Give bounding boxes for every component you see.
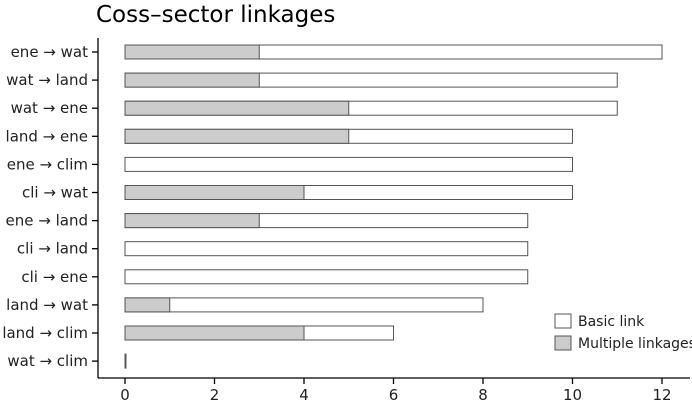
bar-multiple-linkages: [124, 185, 305, 200]
bars-layer: [124, 44, 663, 369]
x-tick-label: 8: [478, 386, 488, 403]
y-axis-label: land → clim: [2, 324, 88, 342]
y-axis-label: cli → land: [17, 240, 88, 258]
legend-swatch-multiple: [554, 335, 572, 351]
bar-total: [124, 297, 484, 313]
chart-title: Coss–sector linkages: [96, 2, 336, 28]
x-tick-label: 12: [652, 386, 671, 403]
legend-label-basic: Basic link: [578, 314, 645, 330]
y-axis-label: ene → clim: [7, 155, 88, 173]
y-axis-label: land → wat: [6, 296, 88, 314]
x-tick-label: 4: [299, 386, 309, 403]
y-axis-label: wat → land: [6, 71, 88, 89]
legend-swatch-basic: [554, 313, 572, 329]
x-tick-label: 10: [563, 386, 582, 403]
bar-total: [124, 353, 127, 369]
y-axis-label: wat → ene: [11, 99, 88, 117]
bar-multiple-linkages: [124, 128, 350, 144]
legend: Basic link Multiple linkages: [554, 313, 692, 352]
bar-multiple-linkages: [124, 100, 350, 116]
bar-multiple-linkages: [124, 297, 171, 313]
y-axis-label: land → ene: [6, 127, 88, 145]
bar-multiple-linkages: [124, 72, 260, 88]
y-axis-label: ene → wat: [11, 43, 89, 61]
x-tick-label: 2: [210, 386, 220, 403]
bar-total: [124, 269, 529, 285]
x-tick-label: 6: [389, 386, 399, 403]
x-axis-ticks: 0 2 4 6 8 10 12: [120, 378, 672, 403]
bar-multiple-linkages: [124, 44, 260, 60]
legend-label-multiple: Multiple linkages: [578, 336, 692, 352]
y-axis-label: cli → wat: [22, 184, 88, 202]
y-axis-label: ene → land: [6, 212, 88, 230]
y-axis-label: cli → ene: [21, 268, 88, 286]
bar-multiple-linkages: [124, 213, 260, 229]
bar-total: [124, 241, 529, 257]
y-axis-label: wat → clim: [7, 352, 88, 370]
y-axis-labels: ene → wat wat → land wat → ene land → ene en…: [2, 43, 98, 370]
bar-multiple-linkages: [124, 325, 305, 341]
x-tick-label: 0: [120, 386, 130, 403]
bar-total: [124, 156, 573, 172]
